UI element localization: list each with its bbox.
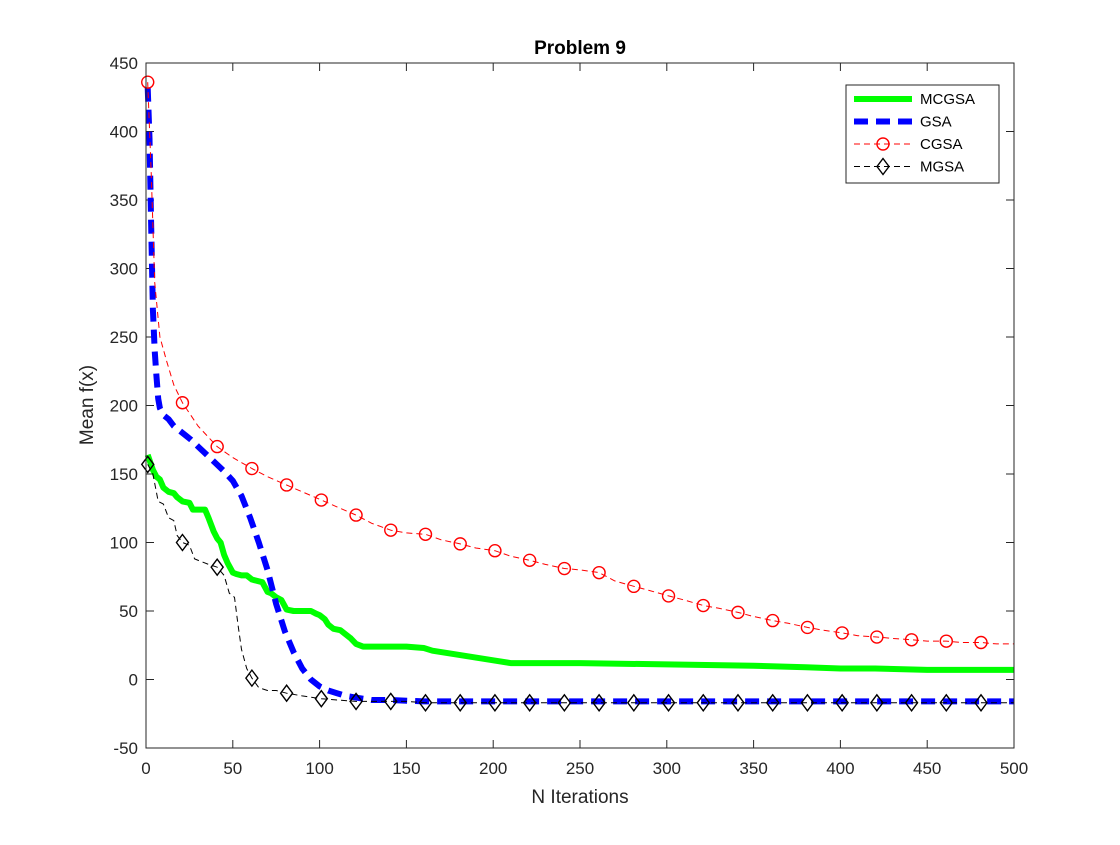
data-point-cgsa bbox=[731, 605, 745, 620]
data-point-mgsa bbox=[869, 693, 884, 712]
legend-label-mcgsa: MCGSA bbox=[920, 91, 975, 108]
data-point-cgsa bbox=[765, 613, 780, 628]
data-point-cgsa bbox=[488, 544, 502, 558]
legend-marker-mgsa bbox=[876, 157, 890, 176]
series-line-mgsa bbox=[147, 464, 1014, 704]
x-tick-label: 250 bbox=[566, 759, 594, 778]
y-tick-label: 100 bbox=[110, 534, 138, 553]
y-tick-label: 150 bbox=[110, 465, 138, 484]
data-point-mgsa bbox=[453, 693, 468, 712]
data-point-mgsa bbox=[974, 693, 988, 712]
legend: MCGSA GSA CGSA MGSA bbox=[845, 84, 1000, 184]
x-tick-label: 0 bbox=[141, 759, 150, 778]
data-point-mgsa bbox=[731, 693, 745, 712]
y-tick-label: 250 bbox=[110, 328, 138, 347]
data-point-cgsa bbox=[453, 537, 467, 551]
data-point-mgsa bbox=[765, 693, 780, 712]
y-tick-label: 400 bbox=[110, 123, 138, 142]
data-point-mgsa bbox=[626, 693, 641, 712]
x-axis-label: N Iterations bbox=[531, 787, 628, 808]
x-tick-label: 300 bbox=[653, 759, 681, 778]
data-point-cgsa bbox=[800, 620, 815, 635]
x-tick-label: 200 bbox=[479, 759, 507, 778]
data-point-cgsa bbox=[835, 626, 849, 640]
data-point-cgsa bbox=[175, 396, 190, 410]
data-point-mgsa bbox=[140, 455, 155, 474]
x-tick-label: 50 bbox=[223, 759, 242, 778]
y-tick-label: 50 bbox=[119, 602, 138, 621]
legend-marker-cgsa bbox=[876, 137, 890, 151]
x-axis-ticks: 0 50 100 150 200 250 300 350 400 450 500 bbox=[141, 63, 1028, 778]
data-point-cgsa bbox=[418, 527, 433, 541]
data-point-cgsa bbox=[279, 478, 294, 492]
data-point-mgsa bbox=[175, 533, 190, 552]
x-tick-label: 100 bbox=[305, 759, 333, 778]
data-point-cgsa bbox=[314, 493, 329, 507]
series-line-cgsa bbox=[147, 82, 1014, 645]
data-point-mgsa bbox=[696, 693, 711, 712]
data-point-mgsa bbox=[245, 668, 259, 688]
chart-title: Problem 9 bbox=[534, 38, 626, 59]
data-point-mgsa bbox=[904, 693, 919, 712]
data-point-mgsa bbox=[488, 693, 502, 712]
y-tick-label: 200 bbox=[110, 397, 138, 416]
series-line-mcgsa bbox=[144, 453, 1014, 673]
data-point-mgsa bbox=[800, 693, 815, 712]
series-layer bbox=[140, 75, 1014, 712]
data-point-cgsa bbox=[627, 579, 641, 594]
y-tick-label: 450 bbox=[110, 54, 138, 73]
data-point-cgsa bbox=[592, 565, 606, 580]
data-point-mgsa bbox=[835, 693, 850, 712]
data-point-mgsa bbox=[592, 693, 606, 712]
series-cgsa bbox=[141, 75, 1014, 650]
data-point-cgsa bbox=[557, 561, 572, 576]
series-mcgsa bbox=[144, 453, 1014, 673]
data-point-cgsa bbox=[245, 461, 259, 476]
legend-label-gsa: GSA bbox=[920, 114, 952, 131]
x-tick-label: 350 bbox=[739, 759, 767, 778]
data-point-cgsa bbox=[939, 634, 953, 648]
data-point-mgsa bbox=[383, 692, 398, 711]
data-point-mgsa bbox=[418, 693, 433, 712]
data-point-mgsa bbox=[661, 693, 676, 712]
y-tick-label: -50 bbox=[113, 739, 138, 758]
data-point-mgsa bbox=[210, 557, 225, 577]
data-point-cgsa bbox=[696, 598, 710, 613]
data-point-cgsa bbox=[661, 589, 676, 603]
x-tick-label: 500 bbox=[1000, 759, 1028, 778]
data-point-cgsa bbox=[349, 508, 363, 522]
series-gsa bbox=[144, 87, 1014, 705]
data-point-cgsa bbox=[384, 523, 398, 537]
plot-area-frame bbox=[145, 62, 1015, 749]
y-tick-label: 350 bbox=[110, 191, 138, 210]
data-point-mgsa bbox=[314, 689, 329, 708]
series-mgsa bbox=[140, 455, 1014, 712]
legend-label-mgsa: MGSA bbox=[920, 159, 964, 176]
y-tick-label: 300 bbox=[110, 260, 138, 279]
y-tick-label: 0 bbox=[129, 671, 138, 690]
data-point-mgsa bbox=[522, 693, 537, 712]
x-tick-label: 400 bbox=[826, 759, 854, 778]
y-axis-label: Mean f(x) bbox=[77, 365, 98, 445]
data-point-cgsa bbox=[904, 633, 919, 647]
data-point-mgsa bbox=[939, 693, 954, 712]
data-point-cgsa bbox=[870, 630, 884, 644]
x-tick-label: 150 bbox=[392, 759, 420, 778]
x-tick-label: 450 bbox=[913, 759, 941, 778]
legend-label-cgsa: CGSA bbox=[920, 136, 963, 153]
data-point-mgsa bbox=[557, 693, 572, 712]
data-point-cgsa bbox=[141, 75, 155, 89]
data-point-cgsa bbox=[522, 553, 537, 568]
series-line-gsa bbox=[144, 87, 1014, 705]
data-point-mgsa bbox=[279, 684, 294, 703]
data-point-cgsa bbox=[210, 439, 224, 454]
data-point-mgsa bbox=[349, 692, 363, 711]
data-point-cgsa bbox=[974, 635, 988, 650]
